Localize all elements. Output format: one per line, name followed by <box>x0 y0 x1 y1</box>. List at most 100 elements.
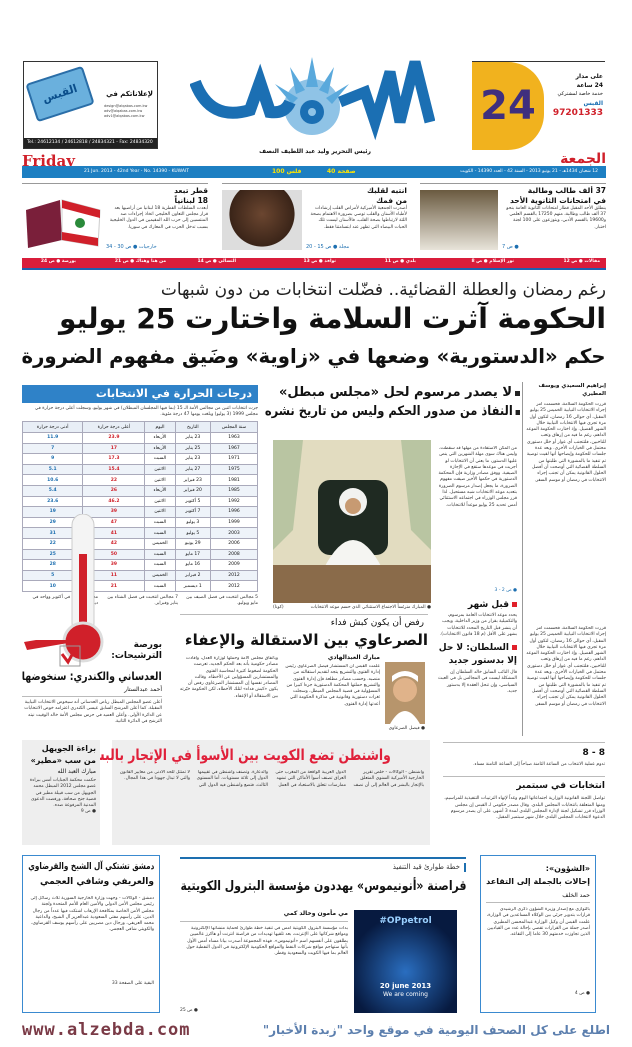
table-cell: 5.1 <box>21 463 84 476</box>
footer-site-link[interactable]: www.alzebda.com <box>22 1020 191 1040</box>
teaser-exams[interactable]: 37 ألف طالب وطالبة في امتحانات الثانوية … <box>420 183 606 251</box>
table-cell: 23 يناير <box>174 453 212 465</box>
index-item[interactable]: مقالات ● ص 12 <box>563 259 600 264</box>
teaser-page-ref[interactable]: خارجيات ● ص 30 - 34 <box>106 244 157 250</box>
date-arabic: 12 شعبان 1434هـ - 21 يونيو 2013 - السنة … <box>460 169 598 174</box>
teaser-heart[interactable]: انتبه لقلبك من فمك أصدرت الجمعية الأميرك… <box>222 183 407 251</box>
table-row: 2006 29 يونيو الخميس 42 22 <box>21 537 258 550</box>
footer-slogan: اطلع على كل الصحف اليومية في موقع واحد "… <box>262 1023 610 1037</box>
lead-subhead: حكم «الدستورية» وضعها في «زاوية» وضَيق م… <box>22 344 606 368</box>
sarawi-article[interactable]: رفض أن يكون كبش فداء الصرعاوي بين الاستق… <box>180 614 428 650</box>
table-cell: السبت <box>144 548 176 561</box>
table-row: 1999 3 يوليو السبت 47 29 <box>21 516 258 529</box>
table-cell: 7 أكتوبر <box>174 506 212 518</box>
affairs-article[interactable]: «الشؤون»: إحالات بالجملة إلى التقاعد حمد… <box>480 855 596 1013</box>
trafficking-article[interactable]: واشنطن تضع الكويت بين الأسوأ في الإتجار … <box>85 740 430 845</box>
table-row: 1967 25 يناير الأربعاء 17 7 <box>21 442 258 455</box>
lead-text-continued: قررت الحكومة السلامة، فحسمت أمر إجراء ال… <box>526 626 606 707</box>
teaser-page-ref[interactable]: ● ص 7 <box>502 244 519 250</box>
anonymous-article[interactable]: خطة طوارئ قيد التنفيذ قراصنة «أنونيموس» … <box>180 857 466 907</box>
table-row: 2003 5 يوليو السبت 41 31 <box>21 527 258 539</box>
juwaihel-article[interactable]: براءة الجويهل من سب «مطير» مبارك العبد ا… <box>22 740 100 845</box>
affairs-headline: إحالات بالجملة إلى التقاعد <box>486 877 590 886</box>
image-date: 20 june 2013 <box>379 982 432 990</box>
advert-phones: Tel.: 24612134 / 24612818 / 24834321 - F… <box>24 138 157 148</box>
index-item[interactable]: نور الإسلام ● ص 8 <box>471 259 514 264</box>
table-cell: 17 مايو <box>174 548 212 561</box>
flags-photo <box>22 190 102 250</box>
advert-box-right[interactable]: 24 على مدار 24 ساعة خدمة خاصة لمشتركي ال… <box>472 61 605 150</box>
pencil-checkmark-icon <box>24 640 81 667</box>
table-cell: 46.2 <box>82 495 146 508</box>
table-cell: 17 <box>82 442 146 455</box>
advert-line: خدمة خاصة لمشتركي <box>557 91 603 97</box>
index-item[interactable]: بورصة ● ص 24 <box>40 259 76 264</box>
table-row: 2009 16 مايو السبت 39 28 <box>21 559 258 571</box>
anonymous-page-ref[interactable]: ● ص 25 <box>180 1008 198 1013</box>
table-cell: 1996 <box>210 506 258 518</box>
index-item[interactable]: بلدي ● ص 11 <box>384 259 416 264</box>
teaser-qatar[interactable]: قطر تبعد 18 لبنانياً أبعدت السلطات القطر… <box>22 183 208 251</box>
table-cell: الأربعاء <box>144 484 176 497</box>
table-cell: السبت <box>144 580 176 592</box>
table-cell: 1971 <box>210 453 258 465</box>
day-english: Friday <box>22 152 75 170</box>
affairs-byline: حمد الخلف <box>486 892 590 903</box>
anonymous-text: بدأت مؤسسة البترول الكويتية أمس في تنفيذ… <box>186 926 348 957</box>
index-item[interactable]: من هنا وهناك ● ص 21 <box>114 259 166 264</box>
table-cell: 1975 <box>210 463 258 476</box>
juwaihel-page-ref[interactable]: ● ص 9 <box>80 809 96 815</box>
sarawi-headline: الصرعاوي بين الاستقالة والإعفاء <box>184 631 428 649</box>
election-hours: 8 - 8 تدوم عملية الانتخاب من الساعة الثا… <box>443 742 605 821</box>
table-header: التاريخ <box>174 421 212 433</box>
table-row: 1963 23 يناير الأربعاء 23.9 11.9 <box>21 432 258 444</box>
damascus-article[interactable]: دمشق تشتكي آل الشيخ والقرضاوي والعريفي و… <box>22 855 160 1013</box>
table-cell: 16 مايو <box>174 559 212 571</box>
table-cell: 2012 <box>210 569 258 582</box>
sultan-title: إلا بدستور جديد <box>448 656 517 667</box>
footer-banner[interactable]: www.alzebda.com اطلع على كل الصحف اليومي… <box>22 1018 610 1044</box>
table-row: 1975 27 يناير الاثنين 15.4 5.1 <box>21 463 258 476</box>
table-cell: 23.6 <box>21 495 84 508</box>
advert-box-left[interactable]: القبس لإعلاناتكم في design@alqabas.com.k… <box>23 61 158 149</box>
table-row: 1971 23 يناير السبت 17.3 9 <box>21 453 258 465</box>
table-row: 1996 7 أكتوبر الاثنين 39 19 <box>21 506 258 518</box>
table-header: أدنى درجة حرارة <box>21 421 84 433</box>
affairs-kicker: «الشؤون»: <box>545 864 590 873</box>
table-cell: 5 يوليو <box>174 527 212 539</box>
table-cell: 17.3 <box>82 453 146 465</box>
table-cell: 23.9 <box>82 432 146 444</box>
table-cell: الاثنين <box>144 474 176 486</box>
temperature-box: درجات الحرارة في الانتخابات جرت انتخابات… <box>21 385 258 663</box>
table-cell: 1963 <box>210 432 258 444</box>
election-hours-title: 8 - 8 <box>582 748 605 758</box>
affairs-page-ref[interactable]: ● ص 4 <box>574 991 590 996</box>
table-cell: 10.6 <box>21 474 84 486</box>
table-cell: 26 <box>82 484 146 497</box>
lead-page-ref[interactable]: ● ص 2 - 3 <box>494 588 517 593</box>
qatar-lebanon-flags-icon <box>26 199 101 248</box>
candidates-article[interactable]: بورصة الترشيحات: العدساني والكندري: سنخو… <box>22 640 162 736</box>
index-item[interactable]: التسالي ● ص 14 <box>197 259 236 264</box>
meeting-photo-icon <box>273 440 431 603</box>
index-item[interactable]: نوافذ ● ص 13 <box>303 259 336 264</box>
damascus-page-ref[interactable]: البقية على الصفحة 33 <box>111 981 154 986</box>
table-row: 1985 20 فبراير الأربعاء 26 5.4 <box>21 484 258 497</box>
lead-bullet: لا يصدر مرسوم لحل «مجلس مبطل» <box>265 383 520 402</box>
teaser-photo <box>222 190 302 250</box>
teaser-title: من فمك <box>376 196 407 205</box>
table-cell: 25 يناير <box>174 442 212 455</box>
table-row: 2012 1 ديسمبر السبت 21 10 <box>21 580 258 592</box>
before-month-article[interactable]: قبل شهر يحدد موعد الانتخابات العامة بمرس… <box>437 600 517 736</box>
teaser-title: 18 لبنانياً <box>174 196 209 205</box>
sarawi-text: وباتفاق مجلس الأمة وحملها لوزارة العدل، … <box>180 656 278 699</box>
candidates-headline: العدساني والكندري: سنخوضها <box>22 669 162 683</box>
temperature-table: سنة المجلس التاريخ اليوم أعلى درجة حرارة أدن… <box>21 421 258 592</box>
table-row: 1992 5 أكتوبر الاثنين 46.2 23.6 <box>21 495 258 508</box>
lead-bullets: لا يصدر مرسوم لحل «مجلس مبطل» النفاذ من … <box>265 383 520 421</box>
candidates-text: أعلن عضو المجلس المبطل رياض العدساني أنه… <box>24 700 162 724</box>
newspaper-logo <box>190 52 435 144</box>
lead-headline[interactable]: الحكومة آثرت السلامة واختارت 25 يوليو <box>59 302 606 335</box>
teaser-title: 37 ألف طالب وطالبة <box>527 186 606 195</box>
teaser-page-ref[interactable]: مجلة ● ص 15 - 20 <box>306 244 350 250</box>
